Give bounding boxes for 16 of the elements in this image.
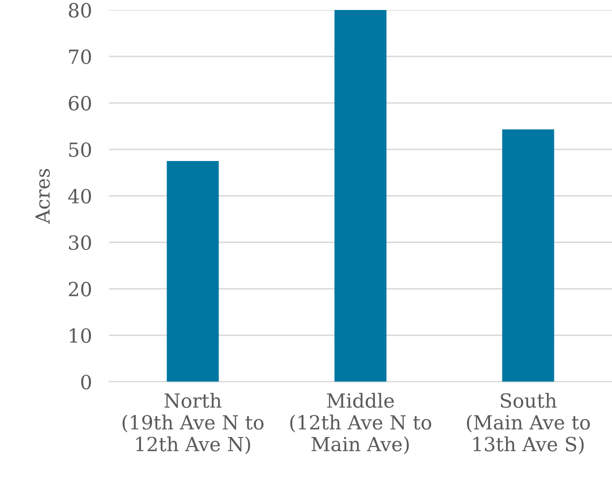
bar <box>502 129 554 382</box>
x-tick-label: Middle (12th Ave N to Main Ave) <box>290 392 432 454</box>
y-tick-label: 70 <box>69 49 91 64</box>
y-tick-label: 20 <box>68 282 91 296</box>
y-tick-label: 40 <box>68 188 91 204</box>
y-tick-label: 50 <box>69 142 91 158</box>
x-tick-label: South (Main Ave to 13th Ave S) <box>466 392 590 454</box>
bar <box>334 10 386 382</box>
y-tick-label: 30 <box>69 235 91 250</box>
y-tick-label: 0 <box>81 374 91 390</box>
y-tick-label: 60 <box>68 96 91 111</box>
y-tick-label: 10 <box>70 328 91 343</box>
y-axis-title: Acres <box>35 169 50 224</box>
y-tick-label: 80 <box>68 2 91 18</box>
bar <box>166 161 219 382</box>
x-tick-label: North (19th Ave N to 12th Ave N) <box>122 392 264 454</box>
